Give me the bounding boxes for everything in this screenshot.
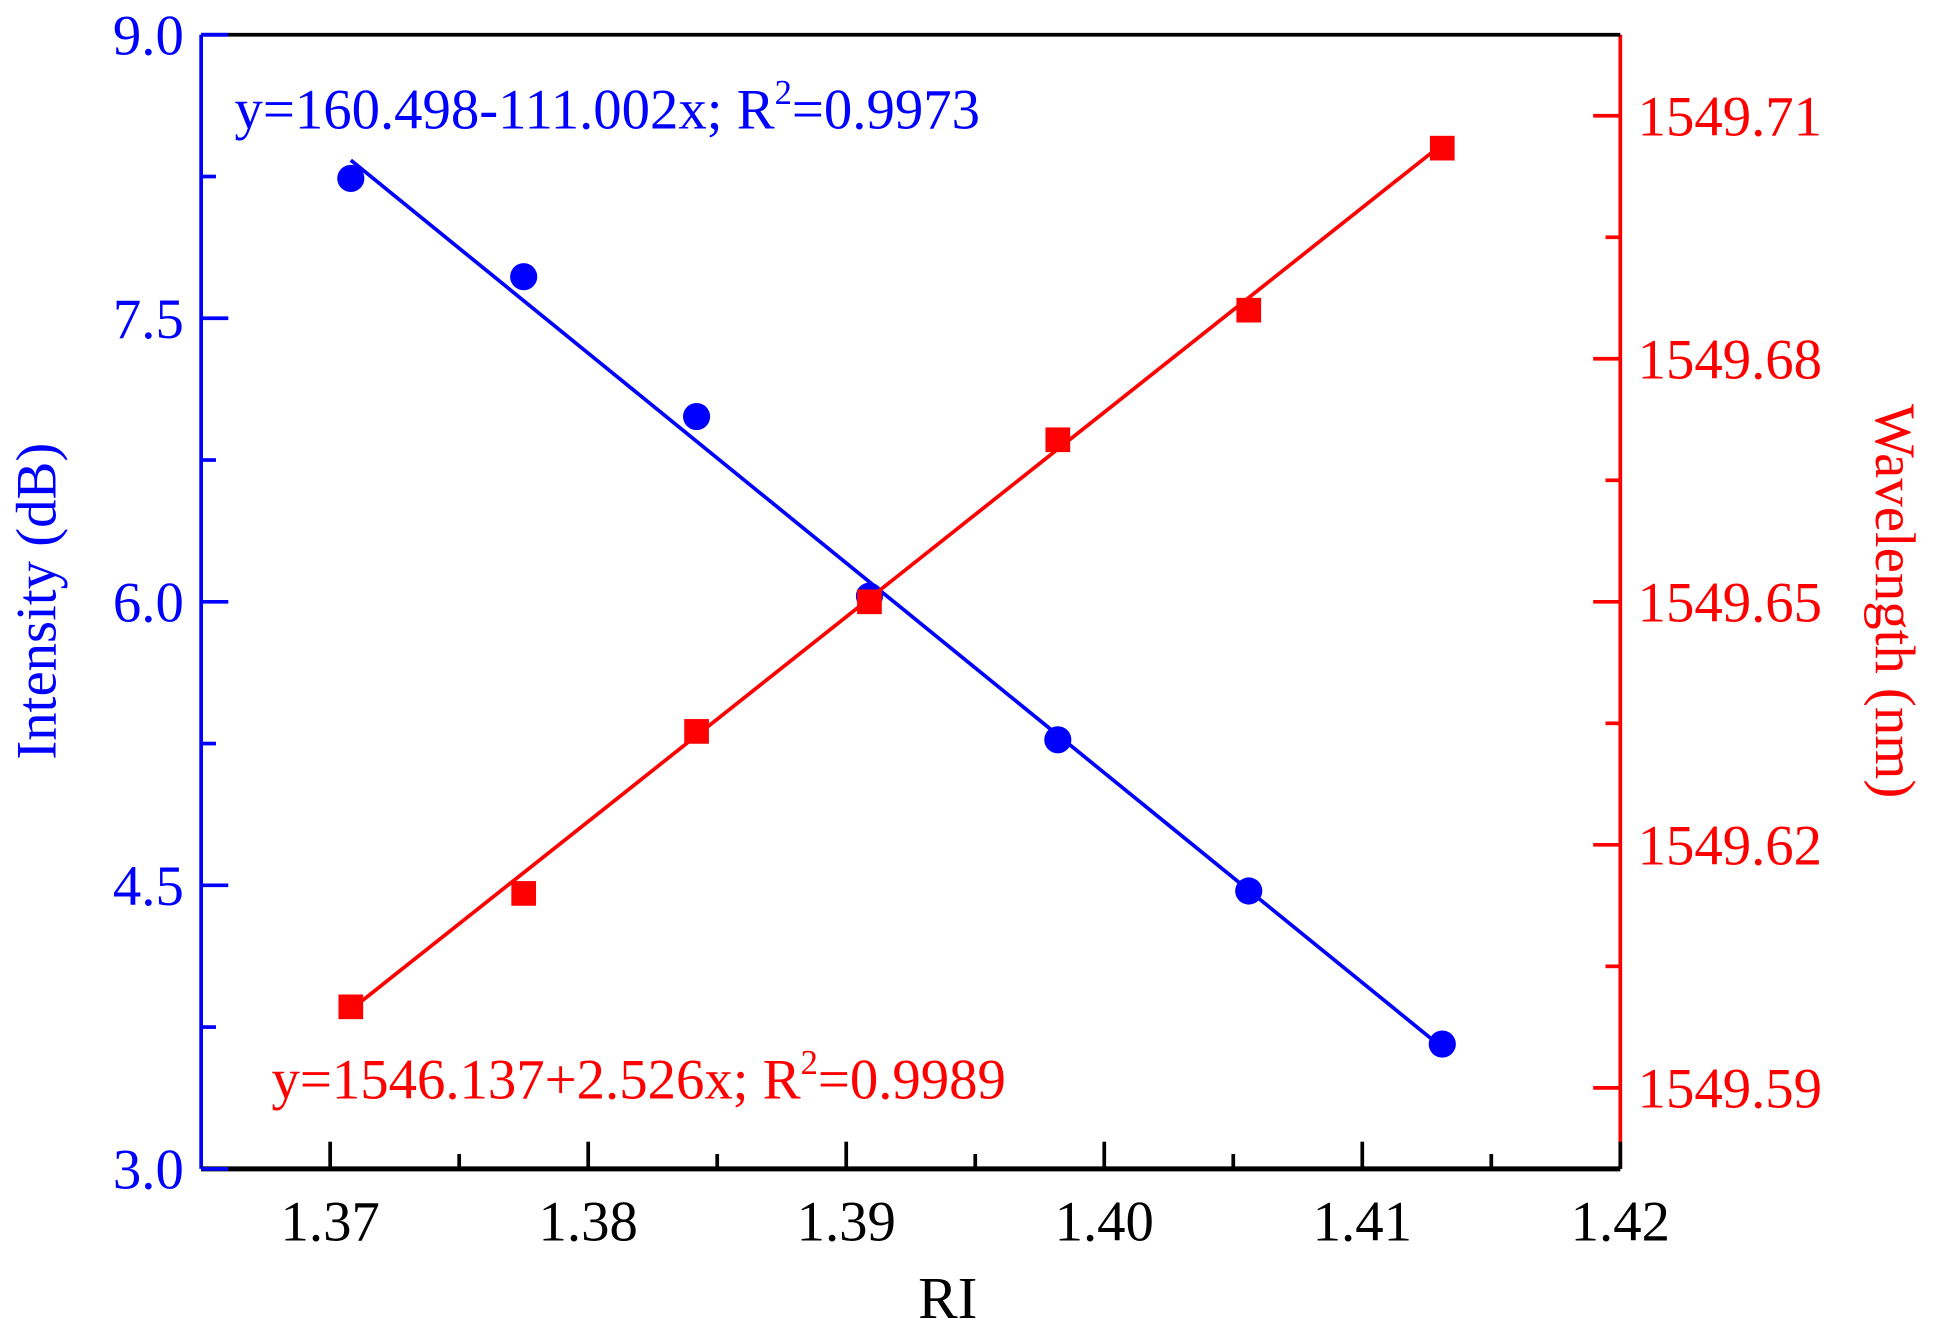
wavelength-data-point [684, 719, 709, 744]
x-tick-label: 1.40 [1055, 1190, 1154, 1253]
wavelength-fit-line [349, 142, 1444, 1012]
y-right-tick-label: 1549.65 [1638, 572, 1822, 635]
x-tick-label: 1.39 [797, 1190, 896, 1253]
y-left-tick-label: 4.5 [113, 855, 184, 918]
intensity-data-point [1044, 726, 1072, 754]
intensity-data-point [510, 263, 538, 291]
y-right-tick-label: 1549.68 [1638, 329, 1822, 392]
intensity-data-point [1428, 1030, 1456, 1058]
intensity-data-point [337, 164, 365, 192]
y-left-axis-label: Intensity (dB) [6, 443, 69, 760]
intensity-data-point [682, 402, 711, 431]
intensity-fit-line [349, 158, 1444, 1050]
x-tick-label: 1.38 [539, 1190, 638, 1253]
wavelength-data-point [338, 994, 364, 1020]
red-fit-equation: y=1546.137+2.526x; R2=0.9989 [271, 1044, 1005, 1112]
y-left-tick-label: 7.5 [113, 288, 184, 351]
y-left-tick-label: 3.0 [113, 1139, 184, 1202]
y-right-tick-label: 1549.71 [1638, 86, 1822, 149]
x-tick-label: 1.37 [281, 1190, 380, 1253]
y-right-tick-label: 1549.59 [1638, 1058, 1822, 1121]
wavelength-data-point [1045, 427, 1071, 453]
wavelength-data-point [1236, 297, 1262, 323]
wavelength-data-point [1429, 135, 1455, 161]
intensity-data-point [1235, 877, 1263, 905]
y-right-tick-label: 1549.62 [1638, 815, 1822, 878]
x-tick-label: 1.42 [1571, 1190, 1670, 1253]
x-axis-label: RI [918, 1265, 977, 1327]
wavelength-data-point [857, 589, 882, 615]
x-tick-label: 1.41 [1313, 1190, 1412, 1253]
y-left-tick-label: 6.0 [113, 572, 184, 635]
y-right-axis-label: Wavelength (nm) [1863, 404, 1926, 798]
blue-fit-equation: y=160.498-111.002x; R2=0.9973 [234, 74, 979, 142]
wavelength-data-point [511, 881, 537, 906]
y-left-tick-label: 9.0 [113, 4, 184, 67]
